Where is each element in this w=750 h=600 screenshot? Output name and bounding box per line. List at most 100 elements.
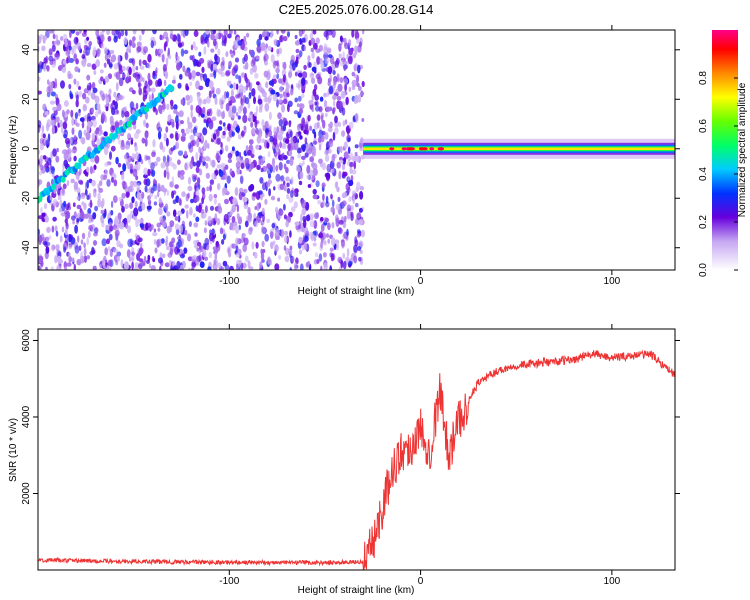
- spectrogram-noise-cell: [52, 33, 56, 40]
- spectrogram-noise-cell: [279, 183, 285, 190]
- spectrogram-noise-cell: [327, 123, 331, 128]
- spectrogram-noise-cell: [212, 246, 218, 251]
- spectrogram-noise-cell: [226, 136, 231, 142]
- spectrogram-noise-cell: [175, 141, 180, 150]
- spectrogram-noise-cell: [222, 187, 228, 194]
- spectrogram-noise-cell: [73, 263, 76, 270]
- spectrogram-noise-cell: [269, 135, 274, 143]
- spectrogram-noise-cell: [92, 118, 97, 128]
- spectrogram-noise-cell: [222, 122, 226, 127]
- spectrogram-noise-cell: [198, 168, 203, 176]
- spectrogram-noise-cell: [111, 176, 114, 183]
- spectrogram-noise-cell: [332, 131, 336, 141]
- spectrogram-noise-cell: [160, 162, 166, 169]
- spectrogram-noise-cell: [332, 94, 337, 100]
- spectrogram-noise-cell: [166, 103, 170, 111]
- spectrogram-noise-cell: [260, 251, 265, 261]
- spectrogram-noise-cell: [226, 246, 232, 255]
- spectrogram-noise-cell: [348, 196, 352, 203]
- spectrogram-noise-cell: [144, 80, 148, 90]
- spectrogram-noise-cell: [157, 207, 163, 216]
- spectrogram-noise-cell: [328, 126, 333, 133]
- spectrogram-noise-cell: [56, 264, 62, 270]
- spectrogram-noise-cell: [42, 155, 47, 160]
- spectrogram-noise-cell: [84, 189, 88, 196]
- spectrogram-noise-cell: [189, 160, 194, 170]
- spectrogram-noise-cell: [228, 60, 233, 68]
- spectrogram-x-tick-label: -100: [219, 276, 239, 287]
- spectrogram-noise-cell: [338, 227, 343, 235]
- spectrogram-noise-cell: [51, 125, 56, 135]
- spectrogram-noise-cell: [125, 156, 131, 165]
- spectrogram-noise-cell: [271, 222, 276, 229]
- spectrogram-noise-cell: [242, 196, 248, 203]
- spectrogram-noise-cell: [250, 121, 254, 128]
- spectrogram-frame: [37, 29, 676, 271]
- spectrogram-noise-cell: [246, 215, 251, 222]
- spectrogram-noise-cell: [104, 162, 109, 167]
- spectrogram-noise-cell: [69, 30, 72, 39]
- colorbar-tick-label: 0.2: [698, 215, 709, 229]
- spectrogram-noise-cell: [162, 101, 166, 109]
- spectrogram-noise-cell: [358, 41, 362, 48]
- spectrogram-noise-cell: [165, 57, 169, 67]
- spectrogram-noise-cell: [357, 85, 362, 92]
- spectrogram-noise-cell: [208, 80, 214, 90]
- snr-x-tick-label: 100: [604, 576, 621, 587]
- spectrogram-noise-cell: [218, 169, 224, 177]
- spectrogram-noise-cell: [162, 64, 167, 72]
- spectrogram-noise-cell: [278, 161, 283, 171]
- spectrogram-noise-cell: [193, 30, 199, 37]
- spectrogram-noise-cell: [342, 51, 345, 60]
- spectrogram-noise-cell: [119, 221, 125, 230]
- spectrogram-noise-cell: [248, 139, 254, 145]
- spectrogram-noise-cell: [213, 197, 217, 205]
- spectrogram-noise-cell: [314, 94, 320, 101]
- spectrogram-noise-cell: [64, 39, 68, 48]
- spectrogram-noise-cell: [172, 163, 177, 170]
- spectrogram-noise-cell: [97, 183, 101, 190]
- spectrogram-noise-cell: [122, 73, 126, 78]
- spectrogram-noise-cell: [241, 235, 244, 244]
- spectrogram-noise-cell: [341, 130, 346, 138]
- spectrogram-noise-cell: [281, 104, 285, 113]
- spectrogram-noise-cell: [42, 103, 47, 112]
- spectrogram-noise-cell: [342, 260, 347, 270]
- spectrogram-noise-cell: [245, 61, 249, 70]
- spectrogram-noise-cell: [73, 53, 78, 62]
- spectrogram-noise-cell: [54, 225, 58, 232]
- spectrogram-noise-cell: [194, 232, 198, 237]
- snr-x-tick-label: -100: [219, 576, 239, 587]
- spectrogram-noise-cell: [335, 88, 340, 95]
- spectrogram-noise-cell: [270, 54, 275, 63]
- spectrogram-noise-cell: [50, 91, 57, 97]
- spectrogram-noise-cell: [100, 200, 104, 209]
- spectrogram-noise-cell: [151, 169, 156, 177]
- spectrogram-noise-cell: [359, 147, 364, 152]
- spectrogram-noise-cell: [266, 218, 271, 224]
- spectrogram-noise-cell: [70, 109, 74, 118]
- spectrogram-noise-cell: [311, 94, 314, 101]
- spectrogram-noise-cell: [51, 30, 55, 34]
- spectrogram-noise-cell: [227, 33, 232, 39]
- spectrogram-noise-cell: [326, 233, 329, 238]
- spectrogram-noise-cell: [331, 199, 335, 208]
- spectrogram-noise-cell: [248, 185, 254, 192]
- spectrogram-noise-cell: [180, 30, 184, 37]
- spectrogram-noise-cell: [51, 44, 56, 52]
- spectrogram-noise-cell: [234, 187, 239, 196]
- spectrogram-chirp-cell: [60, 176, 66, 183]
- spectrogram-noise-cell: [103, 174, 107, 180]
- spectrogram-noise-cell: [310, 37, 316, 45]
- spectrogram-noise-cell: [346, 204, 352, 213]
- spectrogram-noise-cell: [193, 213, 196, 218]
- spectrogram-noise-cell: [60, 36, 64, 41]
- spectrogram-noise-cell: [190, 104, 194, 112]
- spectrogram-noise-cell: [113, 248, 119, 254]
- spectrogram-noise-cell: [198, 51, 202, 57]
- spectrogram-noise-cell: [293, 201, 298, 209]
- spectrogram-noise-cell: [299, 103, 303, 110]
- spectrogram-noise-cell: [290, 54, 295, 63]
- spectrogram-noise-cell: [179, 73, 183, 80]
- spectrogram-noise-cell: [143, 173, 148, 179]
